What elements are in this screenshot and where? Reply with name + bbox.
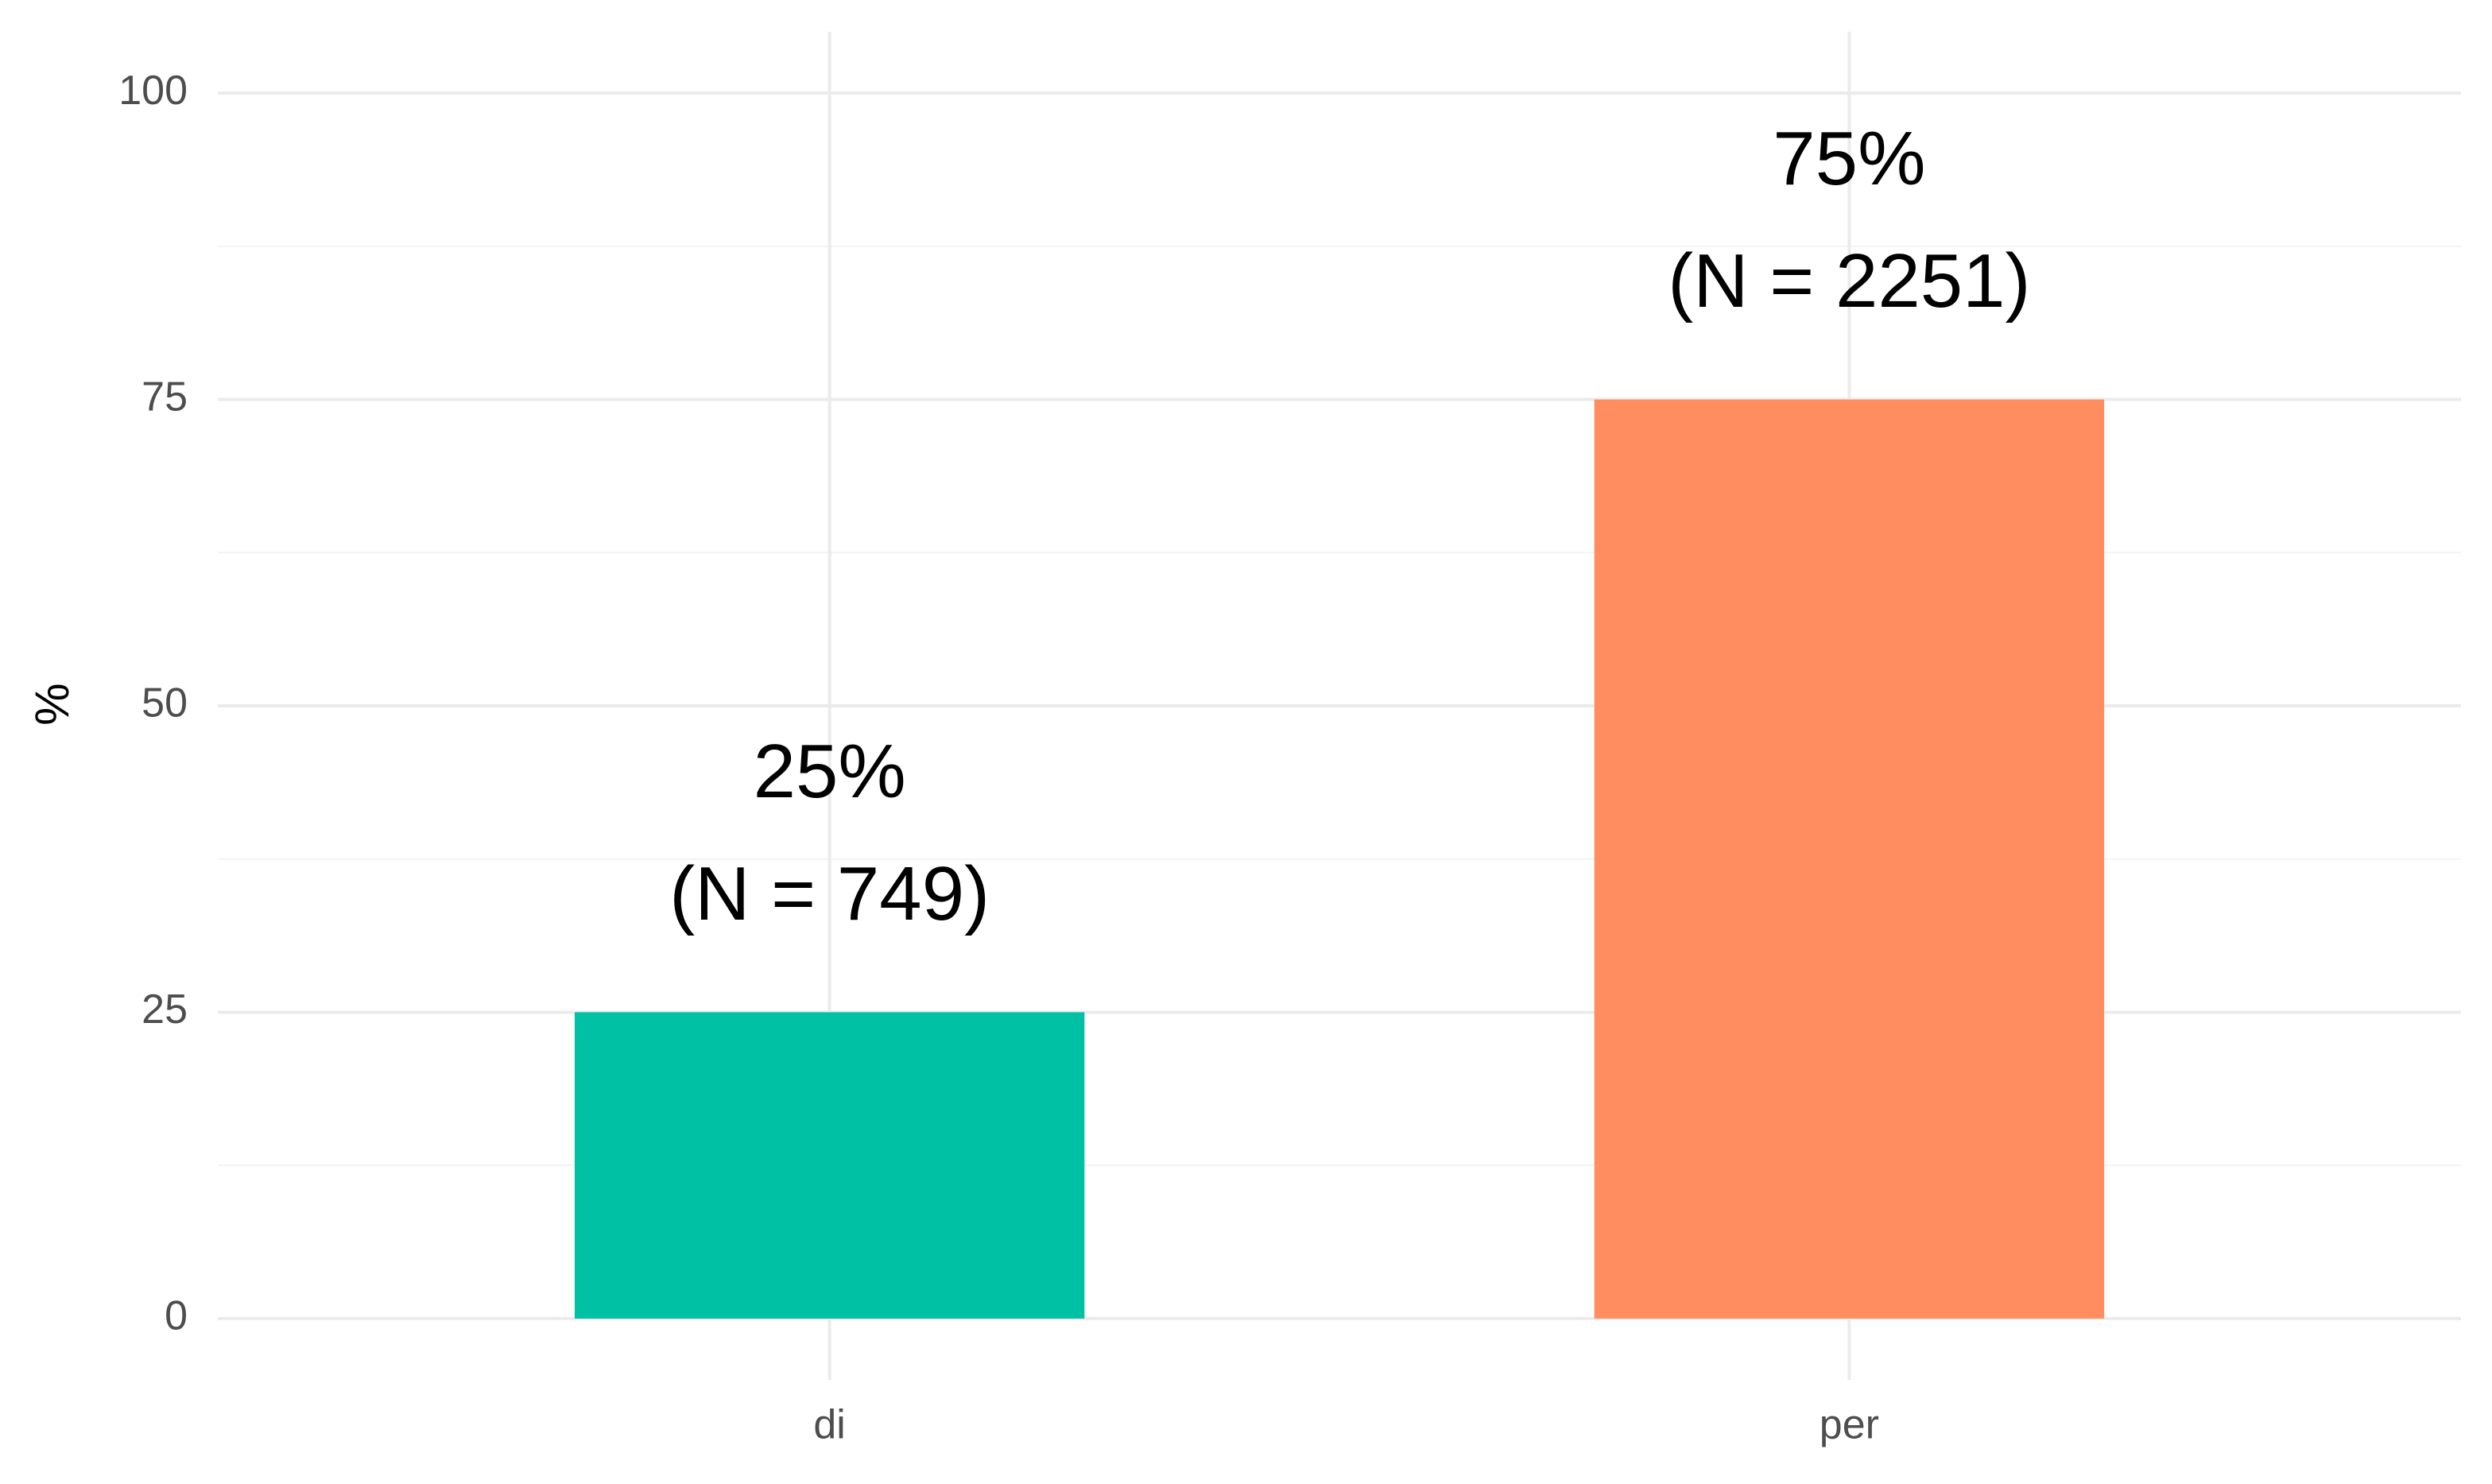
y-tick-label: 50 [141, 680, 188, 727]
count-label: (N = 749) [669, 851, 990, 936]
bar [1594, 399, 2105, 1319]
y-tick-label: 25 [141, 986, 188, 1033]
value-label: 25% [754, 729, 906, 814]
x-tick-label: per [1820, 1402, 1879, 1448]
y-tick-label: 75 [141, 374, 188, 420]
value-label: 75% [1773, 116, 1925, 201]
y-tick-label: 100 [118, 68, 188, 114]
count-label: (N = 2251) [1668, 238, 2030, 324]
x-tick-label: di [813, 1402, 845, 1448]
y-tick-label: 0 [165, 1293, 188, 1339]
y-axis-title: % [25, 683, 79, 725]
bar [574, 1012, 1085, 1319]
